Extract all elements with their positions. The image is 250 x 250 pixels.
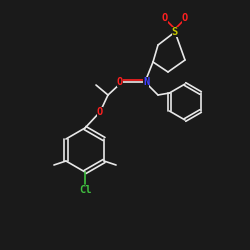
Text: O: O: [182, 13, 188, 23]
Text: S: S: [172, 27, 178, 37]
Text: O: O: [97, 107, 103, 117]
Text: Cl: Cl: [79, 185, 91, 195]
Text: O: O: [117, 77, 123, 87]
Text: O: O: [162, 13, 168, 23]
Text: N: N: [143, 77, 149, 87]
